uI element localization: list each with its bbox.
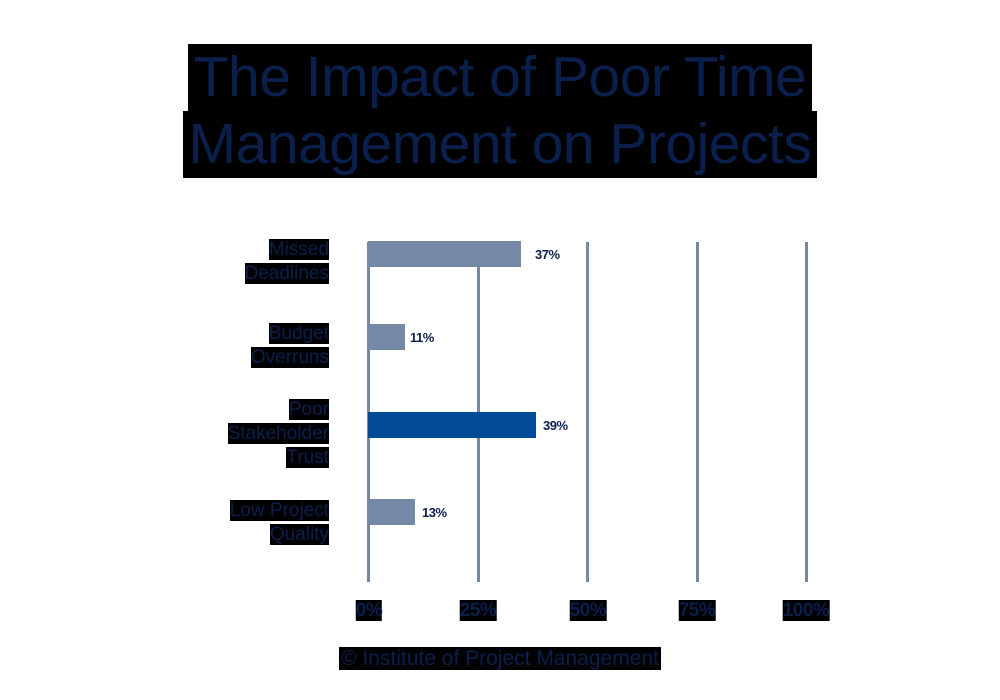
x-tick-75: 75% <box>678 600 716 622</box>
category-label-missed-deadlines: Missed Deadlines <box>244 238 329 286</box>
category-label-low-project-quality: Low Project Quality <box>229 499 329 547</box>
bar-budget-overruns <box>368 324 405 350</box>
tick-label: 0% <box>355 600 383 621</box>
tick-label: 25% <box>459 600 497 621</box>
x-tick-0: 0% <box>355 600 383 622</box>
tick-label: 75% <box>678 600 716 621</box>
label-line: Low Project <box>229 500 329 521</box>
gridline-100 <box>805 242 808 582</box>
label-line: Stakeholder <box>227 423 329 444</box>
label-line: Overruns <box>250 347 329 368</box>
gridline-50 <box>586 242 589 582</box>
title-line-1: The Impact of Poor Time <box>187 44 813 111</box>
x-tick-25: 25% <box>459 600 497 622</box>
bar-value-label: 11% <box>410 330 434 345</box>
bar-low-project-quality <box>368 499 415 525</box>
x-tick-100: 100% <box>782 600 830 622</box>
label-line: Quality <box>269 524 329 545</box>
tick-label: 100% <box>782 600 830 621</box>
label-line: Deadlines <box>244 263 329 284</box>
bar-poor-stakeholder-trust <box>368 412 536 438</box>
x-tick-50: 50% <box>569 600 607 622</box>
label-line: Poor <box>288 399 329 420</box>
bar-value-label: 37% <box>535 247 560 262</box>
gridline-75 <box>696 242 699 582</box>
category-label-budget-overruns: Budget Overruns <box>250 322 329 370</box>
label-line: Missed <box>268 239 329 260</box>
source-credit: © Institute of Project Management <box>0 646 1000 672</box>
bar-value-label: 13% <box>422 505 447 520</box>
bar-missed-deadlines <box>368 241 521 267</box>
tick-label: 50% <box>569 600 607 621</box>
chart-title: The Impact of Poor Time Management on Pr… <box>0 44 1000 178</box>
category-label-poor-stakeholder-trust: Poor Stakeholder Trust <box>227 398 329 470</box>
source-text: © Institute of Project Management <box>339 647 661 670</box>
label-line: Budget <box>268 323 329 344</box>
title-line-2: Management on Projects <box>182 111 818 178</box>
bar-value-label: 39% <box>543 418 568 433</box>
label-line: Trust <box>286 447 329 468</box>
